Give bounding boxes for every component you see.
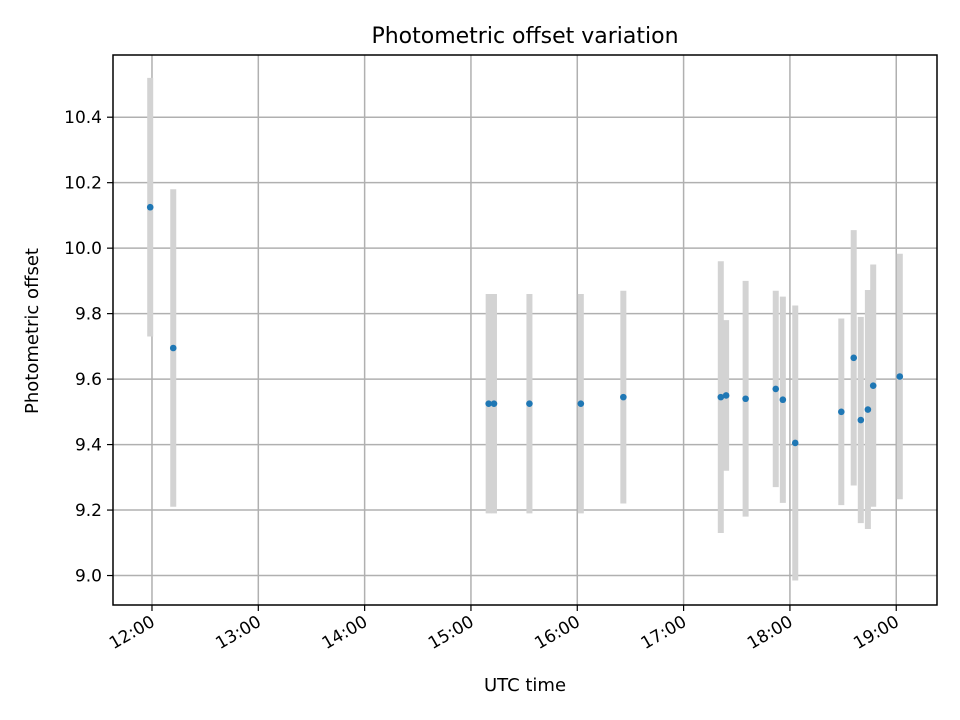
y-tick-label: 10.4 xyxy=(64,108,102,128)
data-point xyxy=(526,400,533,407)
x-tick-label: 17:00 xyxy=(638,612,690,654)
data-point xyxy=(791,439,799,447)
data-point xyxy=(857,416,865,424)
data-point xyxy=(838,408,845,416)
data-point xyxy=(485,400,492,407)
data-point xyxy=(620,393,627,401)
x-tick-label: 14:00 xyxy=(319,612,371,654)
errorbar-layer xyxy=(147,77,903,581)
data-point xyxy=(722,392,730,399)
grid-layer xyxy=(113,55,937,605)
x-tick-label: 12:00 xyxy=(106,612,158,654)
data-point xyxy=(896,373,904,380)
x-axis-label: UTC time xyxy=(484,675,566,696)
data-point xyxy=(850,354,858,362)
data-point xyxy=(146,203,154,211)
y-axis-label: Photometric offset xyxy=(22,248,43,414)
data-point xyxy=(717,393,725,401)
data-point xyxy=(864,406,872,413)
data-point xyxy=(772,385,780,393)
x-tick-label: 15:00 xyxy=(425,612,477,654)
data-point xyxy=(169,344,177,352)
axes-frame xyxy=(112,54,938,606)
chart-title: Photometric offset variation xyxy=(371,24,678,49)
data-point xyxy=(577,400,585,407)
x-tick-label: 16:00 xyxy=(531,612,583,654)
y-tick-label: 10.0 xyxy=(64,239,102,259)
y-tick-label: 10.2 xyxy=(64,174,102,194)
y-tick-label: 9.2 xyxy=(75,501,102,521)
point-layer xyxy=(146,203,904,447)
x-tick-label: 13:00 xyxy=(212,612,264,654)
y-tick-label: 9.0 xyxy=(75,567,102,587)
x-tick-label: 18:00 xyxy=(744,612,796,654)
y-tick-label: 9.8 xyxy=(75,305,102,325)
y-tick-label: 9.4 xyxy=(75,436,102,456)
x-tick-label: 19:00 xyxy=(850,612,902,654)
data-point xyxy=(869,382,877,389)
y-tick-label: 9.6 xyxy=(75,370,102,390)
data-point xyxy=(490,400,498,407)
data-point xyxy=(742,395,749,403)
data-point xyxy=(779,396,787,404)
